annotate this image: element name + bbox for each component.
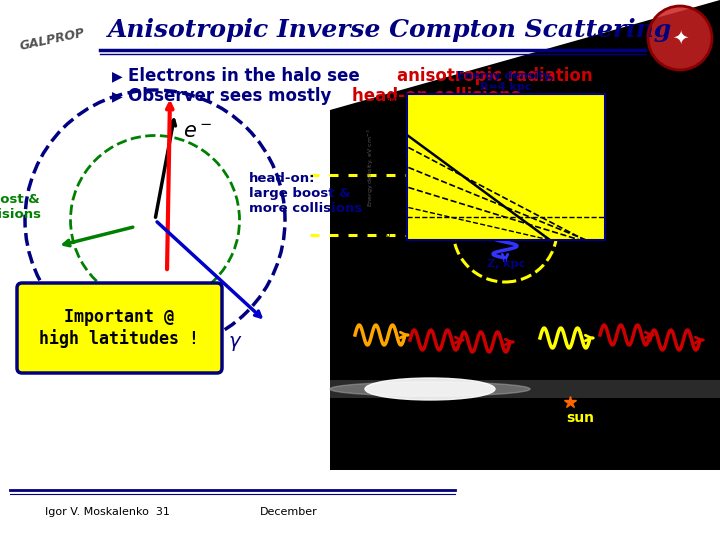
Y-axis label: Energy density, eV cm$^{-3}$: Energy density, eV cm$^{-3}$	[366, 128, 376, 207]
Text: December: December	[260, 507, 318, 517]
FancyBboxPatch shape	[17, 283, 222, 373]
Text: $e^-$: $e^-$	[183, 122, 212, 141]
Text: $\gamma$: $\gamma$	[115, 312, 130, 331]
X-axis label: Z, kpc: Z, kpc	[487, 260, 525, 269]
Text: Observer sees mostly: Observer sees mostly	[128, 87, 337, 105]
Text: $e^-$: $e^-$	[474, 150, 500, 168]
Title: Energy density,
R=4 kpc: Energy density, R=4 kpc	[457, 71, 554, 92]
Text: Electrons in the halo see: Electrons in the halo see	[128, 67, 366, 85]
Text: $\gamma$: $\gamma$	[228, 334, 243, 353]
Text: Igor V. Moskalenko  31: Igor V. Moskalenko 31	[45, 507, 170, 517]
Text: Anisotropic Inverse Compton Scattering: Anisotropic Inverse Compton Scattering	[108, 18, 672, 42]
Ellipse shape	[365, 378, 495, 400]
Polygon shape	[330, 380, 720, 398]
Ellipse shape	[330, 382, 530, 396]
Text: anisotropic radiation: anisotropic radiation	[397, 67, 593, 85]
Text: ✦: ✦	[672, 29, 688, 48]
Text: Important @
high latitudes !: Important @ high latitudes !	[39, 308, 199, 348]
Text: head-on collisions: head-on collisions	[352, 87, 521, 105]
Text: small boost &
less collisions: small boost & less collisions	[0, 193, 40, 221]
Text: ▶: ▶	[112, 89, 122, 103]
Text: $\gamma$: $\gamma$	[37, 291, 52, 310]
Circle shape	[648, 6, 712, 70]
Text: head-on:
large boost &
more collisions: head-on: large boost & more collisions	[248, 172, 362, 215]
Text: ▶: ▶	[112, 69, 122, 83]
Polygon shape	[330, 0, 720, 470]
Text: GALPROP: GALPROP	[18, 27, 86, 53]
Text: sun: sun	[566, 411, 594, 425]
